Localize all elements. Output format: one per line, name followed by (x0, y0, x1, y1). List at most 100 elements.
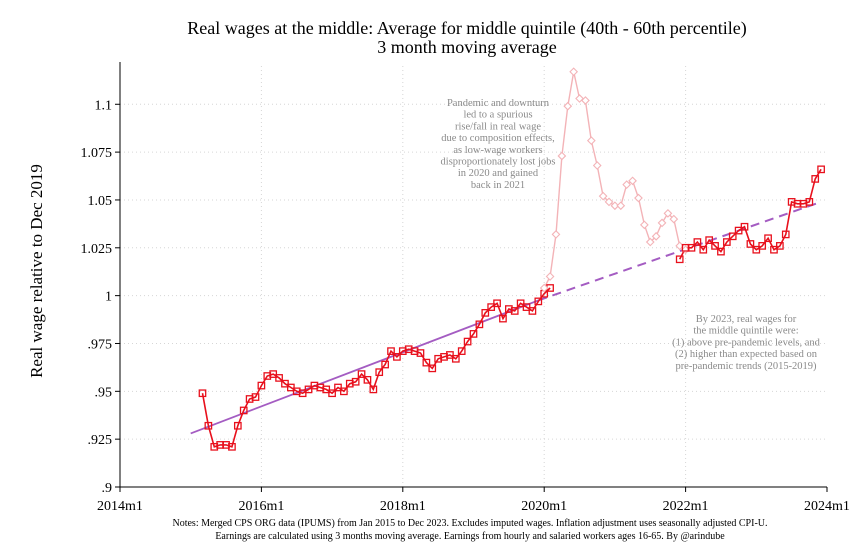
square-marker (764, 234, 772, 243)
square-marker (534, 297, 543, 306)
square-marker (687, 243, 696, 252)
y-tick-label: 1 (105, 290, 112, 305)
trend-line-projection (537, 200, 822, 302)
square-marker (493, 299, 501, 308)
diamond-marker (645, 237, 655, 247)
annotation-line: rise/fall in real wage (455, 121, 541, 132)
square-marker (198, 389, 207, 398)
square-marker (528, 307, 537, 315)
y-tick-label: 1.025 (81, 242, 113, 257)
square-marker (422, 358, 431, 367)
annotation-line: disproportionately lost jobs (441, 157, 556, 168)
y-tick-label: 1.075 (81, 146, 113, 161)
square-marker (387, 347, 395, 355)
square-marker (363, 375, 372, 384)
chart-subtitle: 3 month moving average (377, 37, 556, 57)
diamond-marker (569, 67, 579, 77)
y-tick-label: 1.05 (88, 194, 113, 209)
chart-title: Real wages at the middle: Average for mi… (187, 18, 747, 39)
square-marker (711, 242, 719, 250)
x-tick-label: 2018m1 (380, 499, 426, 514)
square-marker (746, 240, 755, 248)
square-marker (416, 349, 425, 357)
square-marker (381, 360, 389, 369)
square-marker (740, 222, 749, 231)
diamond-marker (598, 191, 608, 201)
x-tick-label: 2014m1 (97, 499, 143, 514)
annotation-line: Pandemic and downturn (447, 98, 550, 109)
square-marker (340, 387, 348, 396)
diamond-marker (557, 151, 567, 161)
annotation-pandemic: Pandemic and downturn led to a spurious ri… (441, 98, 556, 191)
square-marker (728, 232, 737, 241)
notes-line-2: Earnings are calculated using 3 months m… (215, 531, 725, 542)
diamond-marker (628, 176, 637, 186)
square-marker (675, 255, 684, 264)
square-marker (463, 337, 472, 346)
square-marker (257, 381, 266, 390)
wage-series-line (678, 168, 822, 260)
diamond-marker (586, 136, 596, 146)
annotation-line: pre-pandemic trends (2015-2019) (675, 361, 817, 372)
diamond-marker (575, 94, 584, 103)
notes-line-1: Notes: Merged CPS ORG data (IPUMS) from … (172, 518, 767, 529)
square-marker (239, 406, 248, 415)
diamond-marker (634, 193, 643, 203)
square-marker (705, 236, 714, 244)
square-marker (369, 385, 378, 394)
x-tick-label: 2016m1 (238, 499, 284, 514)
square-marker (204, 421, 213, 430)
diamond-marker (639, 220, 649, 230)
diamond-marker (657, 218, 667, 228)
annotation-line: led to a spurious (463, 110, 532, 121)
square-marker (758, 242, 767, 250)
square-marker (717, 247, 725, 256)
square-marker (811, 175, 820, 183)
x-tick-label: 2020m1 (521, 499, 567, 514)
square-marker (499, 314, 507, 323)
square-marker (817, 165, 825, 174)
square-marker (357, 370, 366, 378)
diamond-marker (669, 214, 679, 224)
diamond-marker (551, 230, 561, 239)
square-marker (699, 245, 708, 254)
square-marker (328, 389, 336, 398)
y-tick-labels: .9 .925 .95 .975 1 1.025 1.05 1.075 1.1 (81, 98, 113, 496)
data-markers (198, 67, 825, 451)
square-marker (481, 309, 490, 317)
square-marker (451, 354, 460, 363)
diamond-marker (651, 231, 661, 241)
diamond-marker (539, 283, 549, 293)
x-tick-labels: 2014m1 2016m1 2018m1 2020m1 2022m1 2024m1 (97, 499, 850, 514)
square-marker (351, 377, 360, 386)
square-marker (228, 442, 236, 451)
square-marker (693, 238, 702, 246)
y-tick-label: .95 (95, 385, 113, 400)
square-marker (428, 364, 437, 373)
diamond-marker (592, 161, 602, 170)
square-marker (457, 347, 466, 355)
annotation-line: in 2020 and gained (458, 168, 539, 179)
axes (115, 62, 828, 492)
y-tick-label: .975 (88, 337, 113, 352)
square-marker (776, 242, 784, 250)
square-marker (722, 238, 731, 246)
y-tick-label: .925 (88, 433, 113, 448)
square-marker (469, 330, 478, 338)
y-tick-label: .9 (102, 481, 113, 496)
diamond-marker (563, 101, 573, 111)
y-tick-label: 1.1 (95, 98, 113, 113)
diamond-marker (610, 201, 620, 211)
square-marker (393, 353, 401, 361)
diamond-marker (663, 208, 673, 218)
annotation-line: due to composition effects, (441, 133, 555, 144)
square-marker (805, 198, 814, 206)
square-marker (375, 368, 384, 377)
square-marker (510, 307, 519, 315)
diamond-marker (581, 96, 590, 105)
diamond-marker (604, 197, 614, 207)
annotation-line: (1) above pre-pandemic levels, and (672, 337, 821, 348)
square-marker (251, 393, 260, 401)
diamond-marker (622, 180, 632, 190)
annotation-line: By 2023, real wages for (696, 314, 797, 325)
